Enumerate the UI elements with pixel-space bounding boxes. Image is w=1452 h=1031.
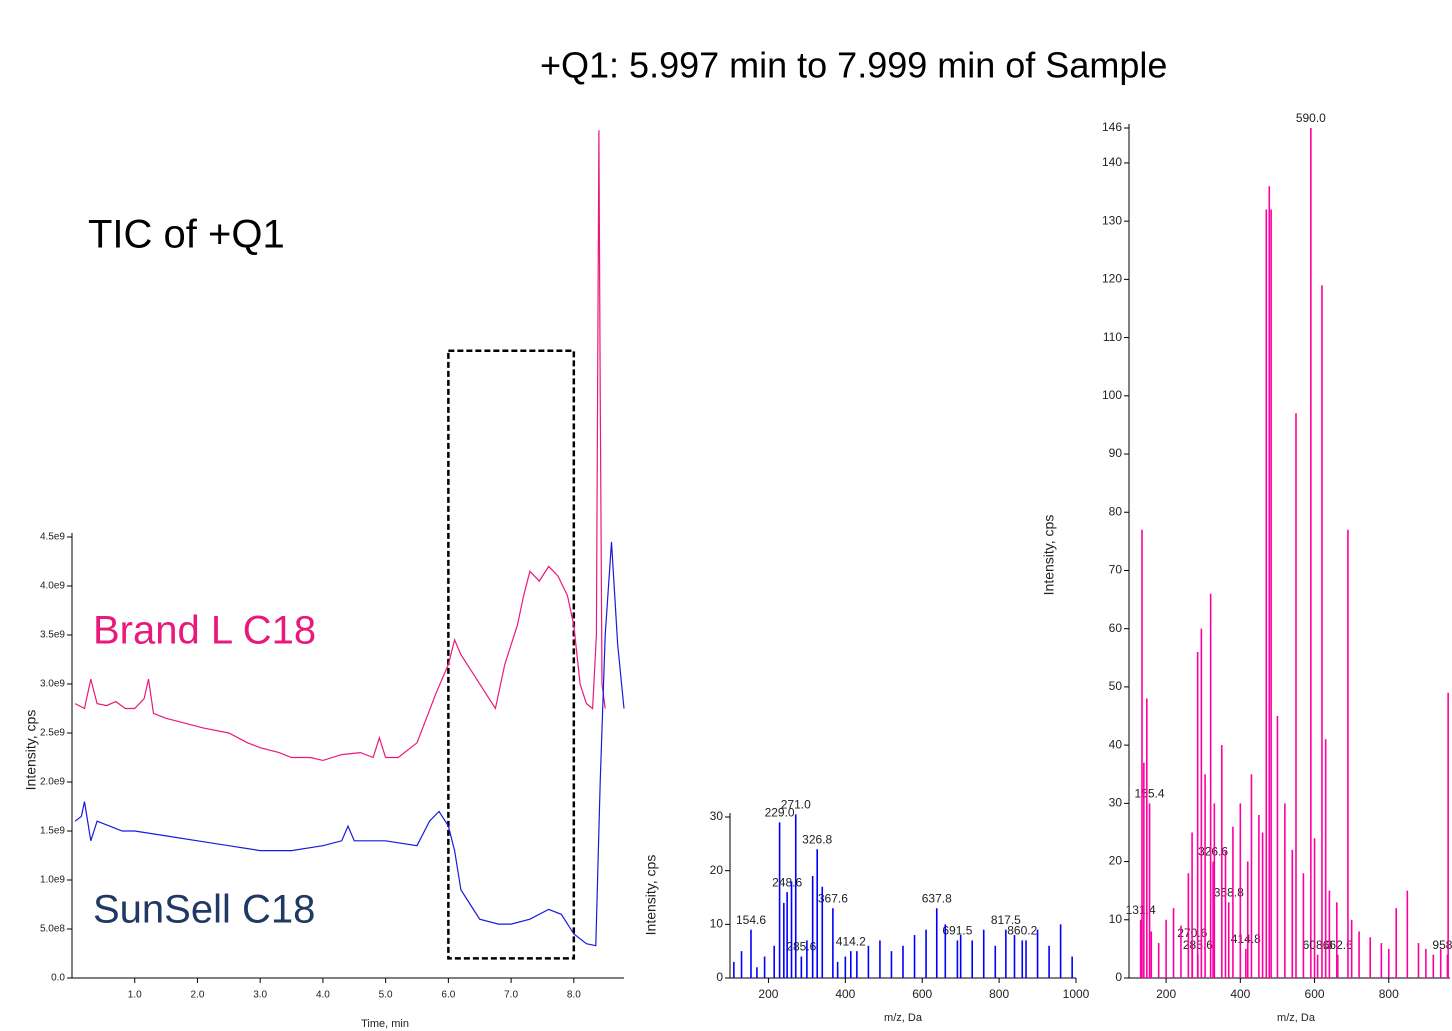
x-tick-label: 2.0 xyxy=(191,990,205,1001)
peak-label: 271.0 xyxy=(781,797,811,811)
y-tick-label: 4.0e9 xyxy=(40,581,65,592)
x-tick-label: 800 xyxy=(989,987,1009,1001)
y-tick-label: 0 xyxy=(1115,970,1122,984)
y-tick-label: 110 xyxy=(1103,330,1122,344)
y-tick-label: 3.0e9 xyxy=(40,679,65,690)
peak-label: 860.2 xyxy=(1007,924,1037,938)
y-axis-label: Intensity, cps xyxy=(1041,515,1057,596)
x-tick-label: 200 xyxy=(758,987,778,1001)
highlight-box xyxy=(447,349,576,960)
x-tick-label: 800 xyxy=(1379,987,1399,1001)
y-axis-label: Intensity, cps xyxy=(23,710,39,791)
x-tick-label: 4.0 xyxy=(316,990,330,1001)
x-tick-label: 400 xyxy=(835,987,855,1001)
y-tick-label: 20 xyxy=(710,863,724,877)
series-label: SunSell C18 xyxy=(93,888,315,932)
x-axis-label: Time, min xyxy=(361,1018,409,1030)
x-tick-label: 200 xyxy=(1156,987,1176,1001)
peak-label: 414.8 xyxy=(1231,932,1261,946)
peak-label: 637.8 xyxy=(922,891,952,905)
series-label: Brand L C18 xyxy=(93,609,316,653)
y-tick-label: 4.5e9 xyxy=(40,532,65,543)
y-tick-label: 2.5e9 xyxy=(40,728,65,739)
peak-label: 326.8 xyxy=(802,832,832,846)
y-tick-label: 0.0 xyxy=(51,973,65,984)
y-tick-label: 30 xyxy=(1109,796,1123,810)
y-tick-label: 3.5e9 xyxy=(40,630,65,641)
y-tick-label: 140 xyxy=(1102,155,1122,169)
peak-label: 248.6 xyxy=(772,875,802,889)
y-tick-label: 10 xyxy=(710,917,724,931)
x-axis-label: m/z, Da xyxy=(884,1012,923,1024)
x-tick-label: 600 xyxy=(1305,987,1325,1001)
peak-label: 590.0 xyxy=(1296,111,1326,125)
peak-label: 326.6 xyxy=(1198,845,1228,859)
x-tick-label: 1.0 xyxy=(128,990,142,1001)
x-axis-label: m/z, Da xyxy=(1277,1012,1316,1024)
annotation: TIC of +Q1 xyxy=(88,213,285,257)
y-tick-label: 60 xyxy=(1109,621,1123,635)
y-tick-label: 1.0e9 xyxy=(40,875,65,886)
y-tick-label: 120 xyxy=(1102,272,1122,286)
y-tick-label: 0 xyxy=(716,970,723,984)
peak-label: 691.5 xyxy=(942,924,972,938)
x-tick-label: 400 xyxy=(1230,987,1250,1001)
x-tick-label: 7.0 xyxy=(504,990,518,1001)
y-tick-label: 146 xyxy=(1102,120,1122,134)
x-tick-label: 8.0 xyxy=(567,990,581,1001)
peak-label: 367.6 xyxy=(818,891,848,905)
x-tick-label: 600 xyxy=(912,987,932,1001)
peak-label: 414.2 xyxy=(836,934,866,948)
x-tick-label: 6.0 xyxy=(441,990,455,1001)
y-tick-label: 1.5e9 xyxy=(40,826,65,837)
line-series xyxy=(74,541,625,947)
x-tick-label: 5.0 xyxy=(379,990,393,1001)
y-axis-label: Intensity, cps xyxy=(643,855,659,936)
y-tick-label: 40 xyxy=(1109,737,1123,751)
peak-label: 662.6 xyxy=(1323,938,1353,952)
peak-label: 958.1 xyxy=(1432,938,1452,952)
x-tick-label: 1000 xyxy=(1063,987,1090,1001)
y-tick-label: 80 xyxy=(1109,504,1123,518)
y-tick-label: 2.0e9 xyxy=(40,777,65,788)
y-tick-label: 30 xyxy=(710,809,724,823)
y-tick-label: 5.0e8 xyxy=(40,924,65,935)
line-series xyxy=(74,130,606,762)
peak-label: 285.6 xyxy=(786,940,816,954)
y-tick-label: 100 xyxy=(1102,388,1122,402)
y-tick-label: 70 xyxy=(1109,563,1123,577)
y-tick-label: 90 xyxy=(1109,446,1123,460)
peak-label: 154.6 xyxy=(736,913,766,927)
peak-label: 155.4 xyxy=(1135,787,1165,801)
x-tick-label: 3.0 xyxy=(253,990,267,1001)
peak-label: 229.0 xyxy=(765,806,795,820)
y-tick-label: 50 xyxy=(1109,679,1123,693)
y-tick-label: 130 xyxy=(1102,213,1122,227)
chart-title: +Q1: 5.997 min to 7.999 min of Sample xyxy=(540,45,1167,86)
y-tick-label: 20 xyxy=(1109,854,1123,868)
y-tick-label: 10 xyxy=(1109,912,1123,926)
peak-label: 817.5 xyxy=(991,913,1021,927)
peak-label: 131.4 xyxy=(1126,903,1156,917)
